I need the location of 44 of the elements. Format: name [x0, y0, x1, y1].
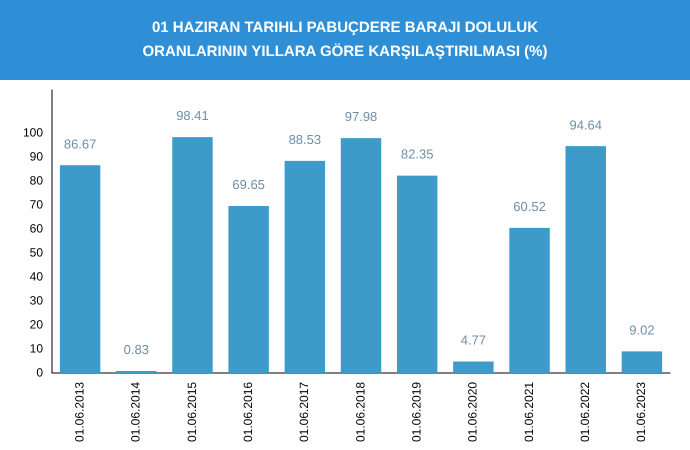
bar — [622, 351, 662, 373]
x-tick-label: 01.06.2022 — [578, 382, 592, 442]
y-tick-label: 50 — [30, 245, 44, 260]
x-tick-label: 01.06.2019 — [410, 382, 424, 442]
y-tick-label: 70 — [30, 198, 44, 212]
bar — [340, 138, 382, 373]
data-label: 4.77 — [460, 332, 486, 348]
data-label: 86.67 — [64, 136, 96, 152]
bar — [566, 146, 606, 373]
x-tick-label: 01.06.2021 — [522, 382, 536, 442]
y-tick-label: 60 — [30, 221, 44, 236]
data-label: 94.64 — [569, 117, 602, 132]
data-label: 0.83 — [124, 342, 149, 358]
x-tick-label: 01.06.2013 — [72, 382, 86, 442]
bar — [396, 176, 438, 373]
chart-title: 01 HAZIRAN TARIHLI PABUÇDERE BARAJI DOLULUK ORANLARININ YILLARA GÖRE KARŞILAŞTIRILMASI (%) — [0, 0, 690, 80]
data-label: 69.65 — [232, 177, 265, 192]
x-tick-label: 01.06.2016 — [240, 382, 255, 442]
y-tick-label: 100 — [22, 126, 44, 140]
x-tick-label: 01.06.2014 — [128, 382, 143, 442]
y-tick-label: 10 — [30, 341, 44, 356]
data-label: 97.98 — [344, 109, 378, 124]
bar — [509, 228, 550, 373]
x-tick-label: 01.06.2015 — [184, 382, 199, 442]
y-tick-label: 90 — [30, 150, 44, 164]
bar — [453, 362, 494, 373]
bar — [228, 206, 269, 373]
bar — [284, 160, 326, 373]
data-label: 9.02 — [629, 322, 655, 338]
bar — [172, 137, 213, 373]
bar — [60, 165, 100, 373]
y-tick-label: 20 — [30, 317, 44, 332]
x-tick-label: 01.06.2017 — [297, 382, 312, 442]
data-label: 60.52 — [513, 199, 546, 214]
x-tick-label: 01.06.2018 — [353, 382, 368, 442]
y-tick-label: 0 — [36, 365, 44, 380]
data-label: 98.41 — [176, 108, 209, 124]
data-label: 82.35 — [400, 146, 434, 162]
x-tick-label: 01.06.2023 — [634, 382, 648, 442]
y-tick-label: 30 — [30, 293, 44, 308]
y-tick-label: 80 — [30, 174, 44, 188]
x-tick-label: 01.06.2020 — [466, 382, 480, 442]
y-tick-label: 40 — [30, 269, 44, 284]
data-label: 88.53 — [288, 132, 322, 147]
